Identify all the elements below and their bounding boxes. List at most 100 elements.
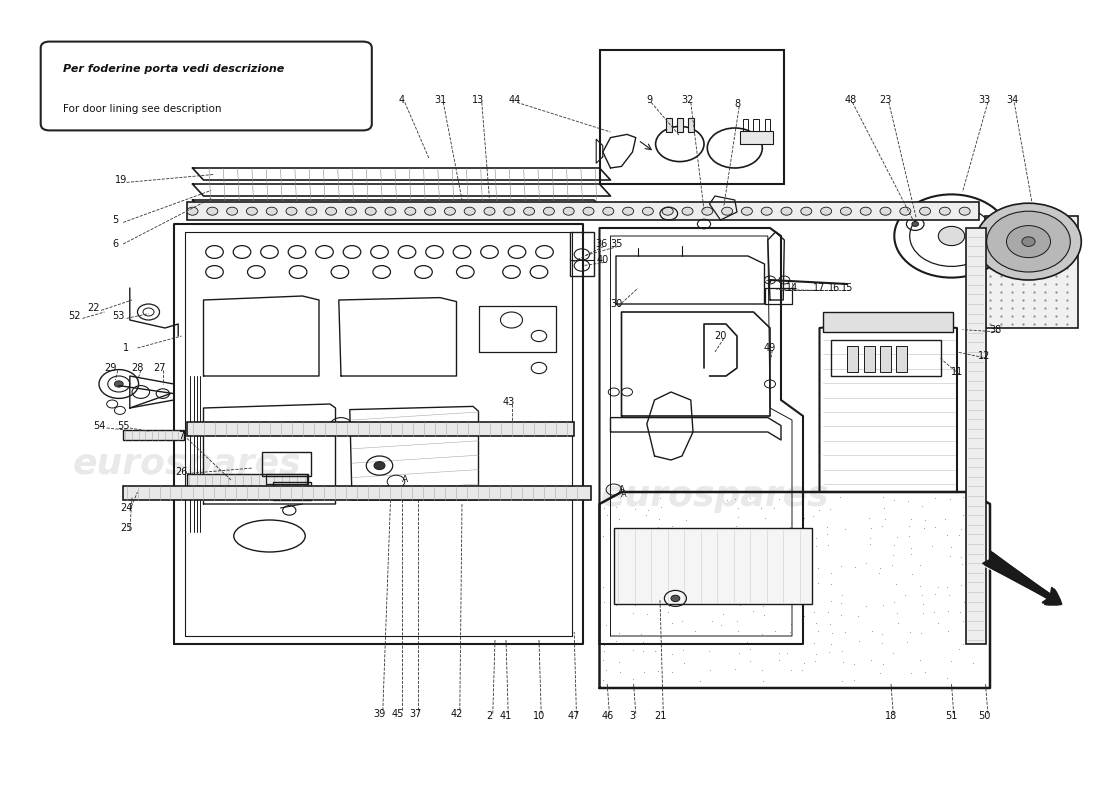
- Circle shape: [365, 207, 376, 215]
- Circle shape: [563, 207, 574, 215]
- Text: 16: 16: [827, 283, 840, 293]
- Text: 31: 31: [433, 95, 447, 105]
- Text: 42: 42: [450, 709, 463, 718]
- Bar: [754, 119, 759, 131]
- Text: 3: 3: [629, 711, 636, 721]
- Circle shape: [662, 207, 673, 215]
- Circle shape: [840, 207, 851, 215]
- Bar: [676, 118, 683, 132]
- Circle shape: [114, 381, 123, 387]
- Bar: [830, 340, 940, 376]
- Circle shape: [938, 226, 965, 246]
- Text: 27: 27: [153, 363, 166, 373]
- Bar: [847, 346, 858, 372]
- Text: 21: 21: [653, 711, 667, 721]
- Circle shape: [405, 207, 416, 215]
- Circle shape: [425, 207, 436, 215]
- FancyBboxPatch shape: [41, 42, 372, 130]
- Circle shape: [860, 207, 871, 215]
- Circle shape: [900, 207, 911, 215]
- Text: 7: 7: [178, 431, 185, 441]
- Circle shape: [939, 207, 950, 215]
- Text: A: A: [402, 475, 408, 485]
- Bar: [966, 228, 986, 644]
- Circle shape: [286, 207, 297, 215]
- Bar: [123, 430, 184, 440]
- Circle shape: [880, 207, 891, 215]
- Text: 22: 22: [87, 303, 100, 313]
- Bar: [570, 232, 594, 276]
- Circle shape: [543, 207, 554, 215]
- Bar: [614, 528, 812, 604]
- Text: A: A: [620, 490, 627, 499]
- Circle shape: [306, 207, 317, 215]
- Text: eurospares: eurospares: [73, 447, 301, 481]
- Bar: [187, 202, 979, 220]
- Text: 55: 55: [117, 421, 130, 430]
- Bar: [262, 452, 311, 476]
- Circle shape: [642, 207, 653, 215]
- Text: 34: 34: [1005, 95, 1019, 105]
- Text: 41: 41: [499, 711, 513, 721]
- Text: 45: 45: [392, 709, 405, 718]
- Bar: [273, 482, 311, 500]
- Bar: [187, 474, 308, 488]
- Text: 14: 14: [785, 283, 799, 293]
- Text: 10: 10: [532, 711, 546, 721]
- Circle shape: [702, 207, 713, 215]
- Text: 39: 39: [373, 709, 386, 718]
- Circle shape: [583, 207, 594, 215]
- Text: 19: 19: [114, 175, 128, 185]
- Text: 38: 38: [989, 325, 1002, 334]
- Text: 37: 37: [409, 709, 422, 718]
- Circle shape: [326, 207, 337, 215]
- Text: 47: 47: [568, 711, 581, 721]
- Bar: [740, 131, 773, 144]
- Circle shape: [504, 207, 515, 215]
- Bar: [600, 50, 784, 184]
- Text: 40: 40: [596, 255, 609, 265]
- Circle shape: [682, 207, 693, 215]
- Circle shape: [227, 207, 238, 215]
- Text: 17: 17: [813, 283, 826, 293]
- Circle shape: [623, 207, 634, 215]
- Text: For door lining see description: For door lining see description: [63, 104, 221, 114]
- Text: 26: 26: [175, 467, 188, 477]
- Bar: [880, 346, 891, 372]
- Text: 29: 29: [103, 363, 117, 373]
- Bar: [266, 474, 307, 484]
- Bar: [742, 119, 748, 131]
- Text: 15: 15: [840, 283, 854, 293]
- Text: 49: 49: [763, 343, 777, 353]
- Circle shape: [444, 207, 455, 215]
- Text: 50: 50: [978, 711, 991, 721]
- Circle shape: [722, 207, 733, 215]
- Text: 36: 36: [595, 239, 608, 249]
- Circle shape: [603, 207, 614, 215]
- Circle shape: [246, 207, 257, 215]
- Circle shape: [187, 207, 198, 215]
- Text: eurospares: eurospares: [601, 479, 829, 513]
- Text: 48: 48: [844, 95, 857, 105]
- Text: 33: 33: [978, 95, 991, 105]
- Circle shape: [781, 207, 792, 215]
- Bar: [666, 118, 672, 132]
- Text: 25: 25: [120, 523, 133, 533]
- Bar: [123, 486, 591, 500]
- Circle shape: [385, 207, 396, 215]
- Circle shape: [987, 211, 1070, 272]
- Text: 5: 5: [112, 215, 119, 225]
- Bar: [688, 118, 694, 132]
- Circle shape: [976, 203, 1081, 280]
- Text: 18: 18: [884, 711, 898, 721]
- Text: 24: 24: [120, 503, 133, 513]
- Circle shape: [524, 207, 535, 215]
- Text: 30: 30: [609, 299, 623, 309]
- Text: Per foderine porta vedi descrizione: Per foderine porta vedi descrizione: [63, 64, 284, 74]
- Circle shape: [484, 207, 495, 215]
- Text: 4: 4: [398, 95, 405, 105]
- Bar: [984, 216, 1078, 328]
- Circle shape: [821, 207, 832, 215]
- Text: 28: 28: [131, 363, 144, 373]
- Text: 20: 20: [714, 331, 727, 341]
